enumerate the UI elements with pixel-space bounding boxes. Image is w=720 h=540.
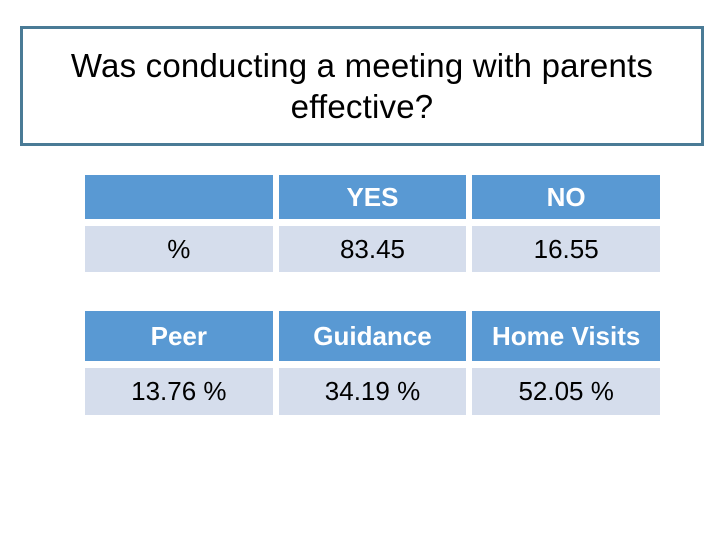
slide-title-line-2: effective? [290, 88, 434, 125]
no-header-cell: NO [472, 175, 660, 219]
yes-value-cell: 83.45 [278, 226, 467, 272]
methods-table: Peer Guidance Home Visits 13.76 % 34.19 … [85, 311, 660, 415]
yes-header-cell: YES [278, 175, 467, 219]
peer-value-cell: 13.76 % [85, 368, 273, 415]
slide-title-line-1: Was conducting a meeting with parents [70, 47, 654, 84]
home-visits-header-cell: Home Visits [472, 311, 660, 361]
slide-title-box: Was conducting a meeting with parents ef… [20, 26, 704, 146]
yes-no-corner-cell [85, 175, 273, 219]
guidance-header-cell: Guidance [278, 311, 467, 361]
home-visits-value-cell: 52.05 % [472, 368, 660, 415]
peer-header-cell: Peer [85, 311, 273, 361]
guidance-value-cell: 34.19 % [278, 368, 467, 415]
percent-label-cell: % [85, 226, 273, 272]
yes-no-table: YES NO % 83.45 16.55 [85, 175, 660, 272]
no-value-cell: 16.55 [472, 226, 660, 272]
